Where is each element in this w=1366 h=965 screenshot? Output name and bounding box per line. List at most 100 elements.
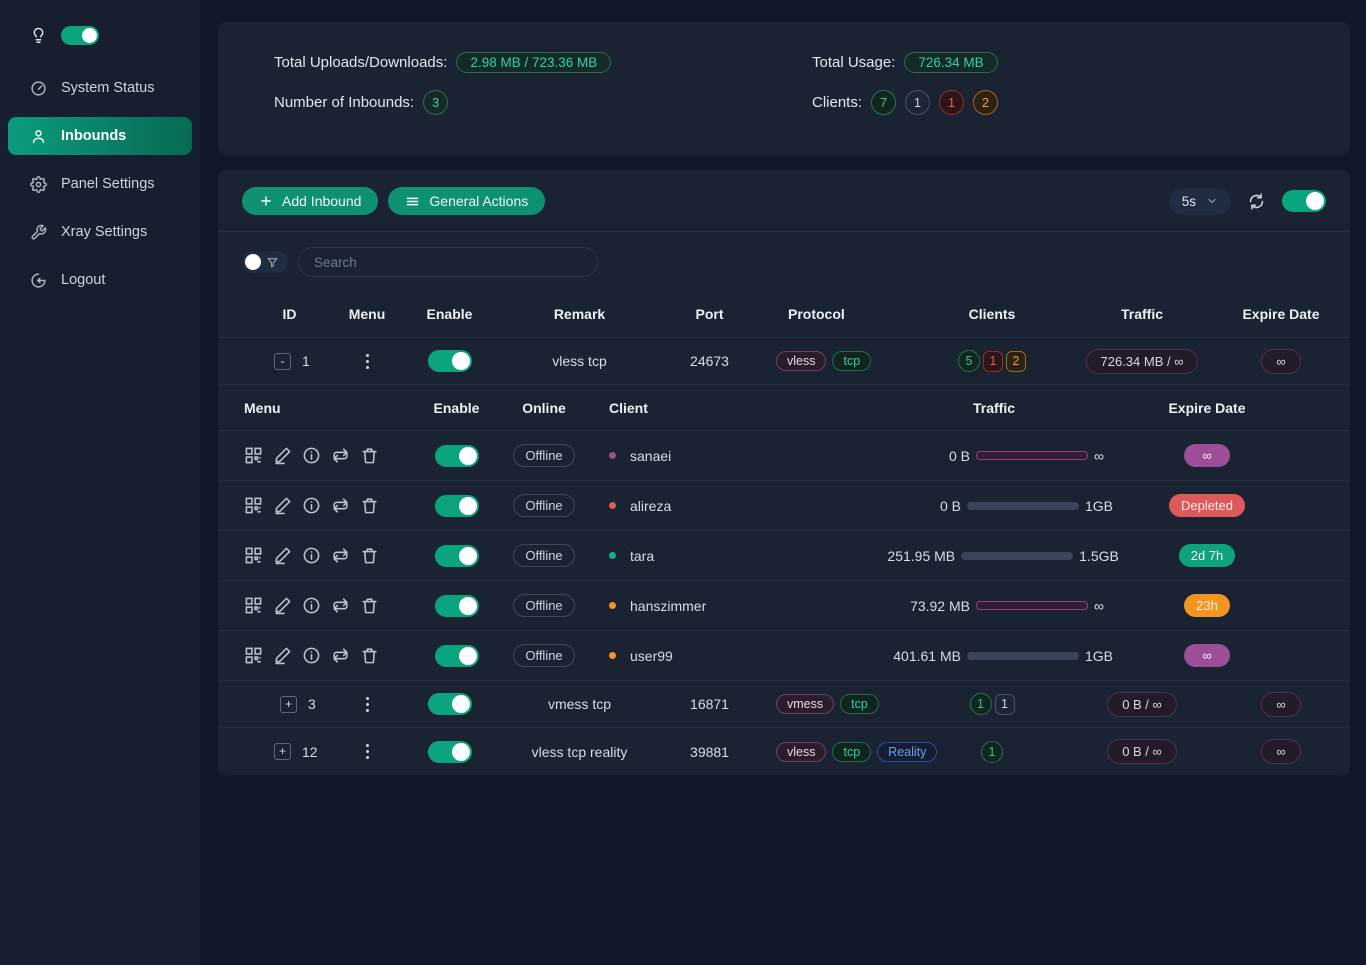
search-input[interactable]: [298, 247, 598, 277]
traffic-progress-bar: [966, 501, 1079, 510]
row-menu-icon[interactable]: [362, 693, 373, 716]
client-online-status: Offline: [513, 494, 575, 517]
refresh-icon: [1247, 192, 1266, 211]
expand-row-button[interactable]: +: [280, 695, 297, 713]
reset-traffic-icon[interactable]: [331, 596, 350, 615]
client-row: Offline sanaei 0 B ∞ ∞: [218, 431, 1350, 481]
edit-icon[interactable]: [273, 546, 292, 565]
client-enable-toggle[interactable]: [434, 644, 479, 667]
client-count-badge: 1: [983, 350, 1003, 372]
traffic-progress-bar: [976, 601, 1088, 610]
row-menu-icon[interactable]: [362, 350, 373, 373]
delete-icon[interactable]: [360, 496, 379, 515]
sidebar-item-xray-settings[interactable]: Xray Settings: [0, 213, 200, 251]
qr-code-icon[interactable]: [244, 646, 263, 665]
client-color-dot: [609, 652, 616, 659]
client-traffic: 251.95 MB 1.5GB: [829, 548, 1159, 564]
traffic-total: 1GB: [1084, 497, 1113, 514]
inbounds-card: Add Inbound General Actions 5s: [218, 170, 1350, 775]
sidebar-item-panel-settings[interactable]: Panel Settings: [0, 165, 200, 203]
edit-icon[interactable]: [273, 446, 292, 465]
gauge-icon: [30, 80, 47, 97]
qr-code-icon[interactable]: [244, 546, 263, 565]
reset-traffic-icon[interactable]: [331, 546, 350, 565]
reset-traffic-icon[interactable]: [331, 646, 350, 665]
lightbulb-icon: [30, 27, 47, 44]
total-usage: Total Usage: 726.34 MB: [812, 52, 1350, 73]
traffic-progress-bar: [966, 651, 1079, 660]
clients-expiring-badge: 2: [973, 90, 999, 115]
client-online-status: Offline: [513, 444, 575, 467]
client-name: tara: [630, 547, 655, 564]
protocol-tag: vmess: [776, 694, 835, 714]
delete-icon[interactable]: [360, 596, 379, 615]
total-usage-value: 726.34 MB: [904, 52, 998, 73]
client-enable-toggle[interactable]: [434, 444, 479, 467]
sub-header-client: Client: [609, 399, 648, 416]
client-color-dot: [609, 502, 616, 509]
protocol-tag: tcp: [840, 694, 879, 714]
reset-traffic-icon[interactable]: [331, 446, 350, 465]
sub-header-online: Online: [522, 399, 566, 416]
header-enable: Enable: [426, 306, 473, 322]
wrench-icon: [30, 224, 47, 241]
auto-refresh-toggle[interactable]: [1282, 190, 1326, 212]
chevron-down-icon: [1206, 195, 1218, 207]
delete-icon[interactable]: [360, 646, 379, 665]
total-uploads-label: Total Uploads/Downloads:: [274, 54, 448, 71]
edit-icon[interactable]: [273, 646, 292, 665]
header-protocol: Protocol: [788, 306, 845, 322]
sub-header-enable: Enable: [433, 399, 480, 416]
clients-summary: Clients: 7 1 1 2: [812, 90, 1350, 115]
add-inbound-button[interactable]: Add Inbound: [242, 187, 379, 215]
general-actions-button[interactable]: General Actions: [388, 187, 546, 215]
reset-traffic-icon[interactable]: [331, 496, 350, 515]
row-menu-icon[interactable]: [362, 740, 373, 763]
inbound-expire-pill: ∞: [1261, 348, 1301, 374]
inbound-id: 3: [308, 696, 316, 712]
client-enable-toggle[interactable]: [434, 594, 479, 617]
filter-toggle[interactable]: [242, 251, 288, 273]
info-icon[interactable]: [302, 446, 321, 465]
inbound-expire-pill: ∞: [1261, 739, 1301, 764]
refresh-button[interactable]: [1247, 192, 1266, 211]
sidebar-item-system-status[interactable]: System Status: [0, 69, 200, 107]
menu-lines-icon: [405, 194, 420, 209]
info-icon[interactable]: [302, 646, 321, 665]
client-enable-toggle[interactable]: [434, 544, 479, 567]
info-icon[interactable]: [302, 546, 321, 565]
info-icon[interactable]: [302, 496, 321, 515]
client-row: Offline tara 251.95 MB 1.5GB 2d 7h: [218, 531, 1350, 581]
protocol-tag: Reality: [877, 741, 938, 762]
sidebar-item-logout[interactable]: Logout: [0, 261, 200, 299]
info-icon[interactable]: [302, 596, 321, 615]
protocol-tag: tcp: [832, 741, 872, 762]
edit-icon[interactable]: [273, 496, 292, 515]
sidebar-item-inbounds[interactable]: Inbounds: [8, 117, 192, 155]
delete-icon[interactable]: [360, 546, 379, 565]
refresh-interval-select[interactable]: 5s: [1168, 187, 1231, 215]
inbound-enable-toggle[interactable]: [427, 740, 472, 763]
inbound-enable-toggle[interactable]: [427, 693, 472, 715]
client-online-status: Offline: [513, 594, 575, 617]
header-port: Port: [695, 306, 724, 322]
clients-deactivated-badge: 1: [905, 90, 931, 115]
expand-row-button[interactable]: +: [274, 743, 291, 760]
client-enable-toggle[interactable]: [434, 494, 479, 517]
client-expire-badge: ∞: [1184, 444, 1230, 467]
theme-toggle-row: [0, 20, 200, 59]
edit-icon[interactable]: [273, 596, 292, 615]
qr-code-icon[interactable]: [244, 446, 263, 465]
client-count-badge: 1: [994, 693, 1015, 715]
traffic-used: 0 B: [948, 447, 970, 464]
delete-icon[interactable]: [360, 446, 379, 465]
logout-icon: [30, 272, 47, 289]
qr-code-icon[interactable]: [244, 596, 263, 615]
collapse-row-button[interactable]: -: [274, 352, 291, 370]
inbound-enable-toggle[interactable]: [427, 350, 472, 372]
traffic-used: 401.61 MB: [893, 647, 961, 664]
theme-toggle[interactable]: [61, 26, 99, 45]
inbound-row: + 12 vless tcp reality 39881 vless tcp R…: [218, 728, 1350, 775]
inbounds-count-label: Number of Inbounds:: [274, 94, 415, 111]
qr-code-icon[interactable]: [244, 496, 263, 515]
